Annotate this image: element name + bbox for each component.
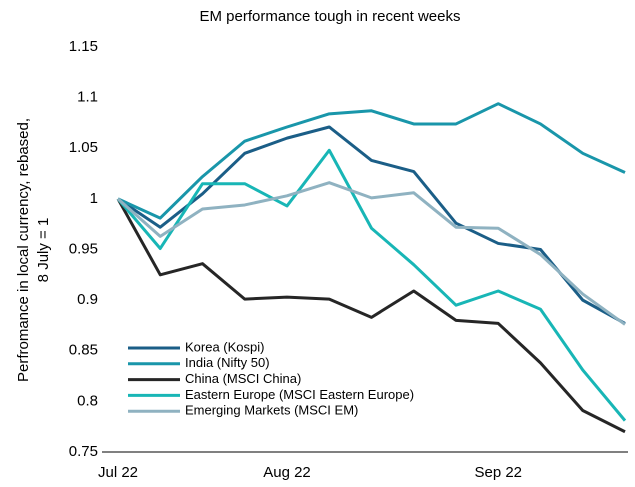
y-tick-label: 1.1: [77, 89, 98, 106]
y-tick-label: 0.95: [69, 240, 98, 257]
x-tick-label: Aug 22: [263, 464, 311, 481]
series-line: [116, 148, 627, 422]
legend-label: Emerging Markets (MSCI EM): [185, 403, 358, 418]
y-tick-label: 0.8: [77, 392, 98, 409]
y-tick-label: 1.15: [69, 38, 98, 55]
series-line: [117, 181, 626, 326]
x-tick-label: Jul 22: [98, 464, 138, 481]
legend-label: China (MSCI China): [185, 371, 301, 386]
y-tick-label: 0.85: [69, 342, 98, 359]
legend-label: Korea (Kospi): [185, 339, 264, 354]
x-tick-label: Sep 22: [474, 464, 522, 481]
y-tick-label: 0.75: [69, 443, 98, 460]
y-axis-label: Perfromance in local currency, rebased,: [15, 118, 32, 382]
series-line: [117, 125, 626, 325]
y-tick-label: 1.05: [69, 139, 98, 156]
y-axis-label: 8 July = 1: [35, 218, 52, 283]
series-line: [117, 102, 626, 220]
chart-title: EM performance tough in recent weeks: [200, 8, 461, 25]
y-tick-label: 0.9: [77, 291, 98, 308]
legend-label: India (Nifty 50): [185, 355, 270, 370]
series-line: [116, 198, 626, 434]
legend-label: Eastern Europe (MSCI Eastern Europe): [185, 387, 414, 402]
legend: Korea (Kospi)India (Nifty 50)China (MSCI…: [128, 339, 414, 418]
y-tick-label: 1: [90, 190, 98, 207]
